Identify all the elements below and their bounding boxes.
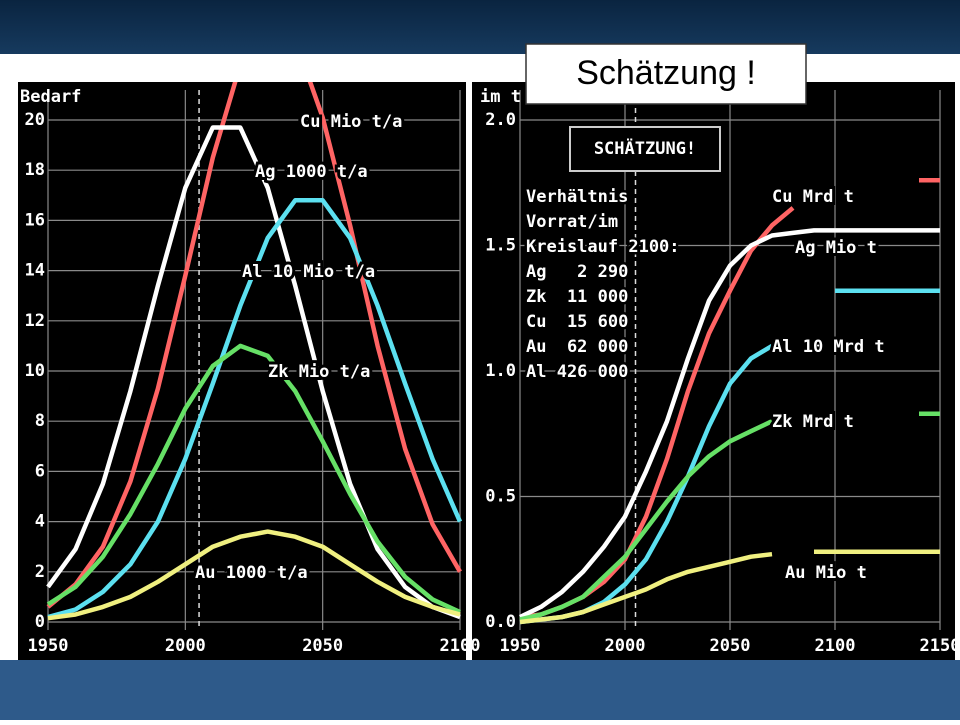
x-tick-label: 2100 <box>440 636 481 656</box>
series-label: Al 10 Mio t/a <box>242 262 375 282</box>
x-tick-label: 2100 <box>815 636 856 656</box>
box-line: Zk 11 000 <box>526 287 628 307</box>
y-tick-label: 6 <box>35 461 45 481</box>
top-band <box>0 0 960 54</box>
box-line: Vorrat/im <box>526 212 618 232</box>
series-label: Zk Mrd t <box>772 412 854 432</box>
overlay-box <box>525 43 807 105</box>
y-tick-label: 18 <box>25 160 45 180</box>
y-tick-label: 2.0 <box>485 110 516 130</box>
series-line <box>47 198 463 620</box>
series-label: Cu Mio t/a <box>300 112 402 132</box>
y-tick-label: 14 <box>25 261 45 281</box>
box-title: SCHÄTZUNG! <box>594 137 696 159</box>
x-tick-label: 2050 <box>302 636 343 656</box>
x-tick-label: 1950 <box>500 636 541 656</box>
box-line: Kreislauf 2100: <box>526 237 680 257</box>
series-label: Cu Mrd t <box>772 187 854 207</box>
x-tick-label: 2150 <box>920 636 960 656</box>
box-line: Verhältnis <box>526 187 628 207</box>
series-label: Zk Mio t/a <box>268 362 370 382</box>
plot <box>46 82 463 630</box>
y-tick-label: 1.0 <box>485 361 516 381</box>
series-line <box>46 125 461 620</box>
y-tick-label: 1.5 <box>485 236 516 256</box>
series-label: Au Mio t <box>785 563 867 583</box>
series-line <box>47 529 461 621</box>
series-label: Ag 1000 t/a <box>255 162 368 182</box>
y-tick-label: 20 <box>25 110 45 130</box>
series-line <box>46 343 461 615</box>
box-line: Ag 2 290 <box>526 262 628 282</box>
y-axis-label: im t <box>480 87 521 107</box>
x-tick-label: 2050 <box>710 636 751 656</box>
bottom-band <box>0 660 960 720</box>
y-tick-label: 2 <box>35 562 45 582</box>
y-tick-label: 8 <box>35 411 45 431</box>
estimate-box <box>569 126 721 172</box>
charts: 0 2 4 6 8 10 12 14 16 18 20 1950 2000 2050 2100 Bedarf C… <box>20 82 960 656</box>
series-label: Ag Mio t <box>795 238 877 258</box>
box-line: Al 426 000 <box>526 362 628 382</box>
x-tick-label: 2000 <box>165 636 206 656</box>
box-line: Au 62 000 <box>526 337 628 357</box>
series-line <box>519 549 940 625</box>
y-tick-label: 16 <box>25 210 45 230</box>
y-tick-label: 0.0 <box>485 612 516 632</box>
y-axis-label: Bedarf <box>20 87 81 107</box>
x-tick-label: 2000 <box>605 636 646 656</box>
series-line <box>46 82 462 609</box>
y-tick-label: 10 <box>25 361 45 381</box>
y-tick-label: 12 <box>25 311 45 331</box>
series-line <box>519 228 940 620</box>
y-tick-label: 4 <box>35 512 45 532</box>
plot <box>519 90 941 630</box>
box-line: Cu 15 600 <box>526 312 628 332</box>
y-tick-label: 0.5 <box>485 487 516 507</box>
series-label: Au 1000 t/a <box>195 563 308 583</box>
y-tick-label: 0 <box>35 612 45 632</box>
series-label: Al 10 Mrd t <box>772 337 885 357</box>
series-line <box>519 411 940 622</box>
x-tick-label: 1950 <box>28 636 69 656</box>
overlay-label: Schätzung ! <box>576 54 756 92</box>
